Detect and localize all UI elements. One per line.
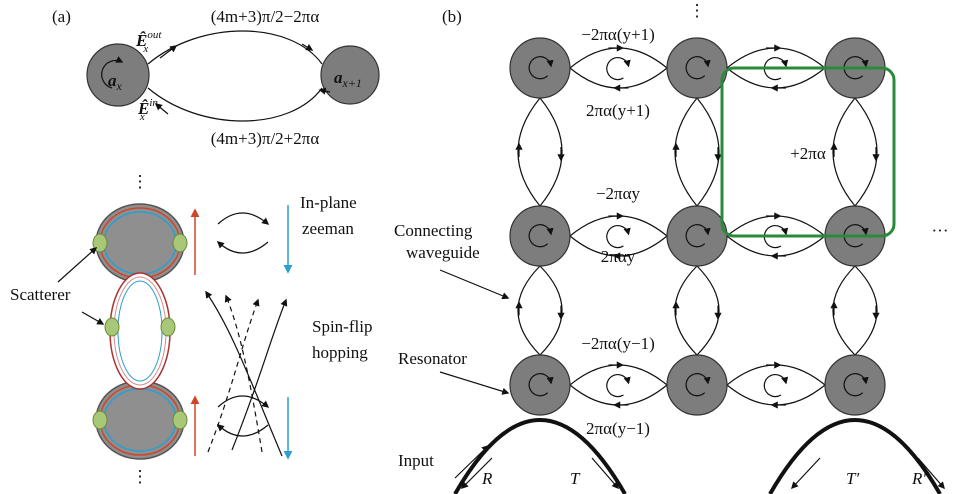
line [607,58,629,80]
resonator [510,38,570,98]
line [518,266,562,355]
line [440,270,508,298]
superscript: out [147,29,162,41]
annotation: In-plane [300,193,357,212]
line [792,458,820,488]
line [226,296,262,452]
resonator [667,355,727,415]
line [675,266,719,355]
resonator [667,206,727,266]
panel-label: (a) [52,7,71,26]
annotation: Spin-flip [312,317,372,336]
annotation: Scatterer [10,285,71,304]
coupler [110,273,170,389]
line [440,372,508,393]
line [206,292,282,456]
port-label: T [570,469,581,488]
superscript: in [149,97,158,109]
annotation: hopping [312,343,368,362]
scatterer [93,411,107,429]
phase-label: (4m+3)π/2+2πα [211,129,320,148]
line [727,365,825,405]
line [570,365,667,405]
scatterer [105,318,119,336]
line [218,213,268,224]
line [160,46,176,58]
flux-label: +2πα [790,144,826,163]
line [518,98,562,206]
subscript: x+1 [342,76,362,90]
line [218,242,268,253]
annotation: Connecting [394,221,473,240]
annotation: zeeman [302,219,354,238]
scatterer [161,318,175,336]
dots: ··· [932,221,949,240]
phase-label: 2πα(y+1) [586,101,650,120]
phase-label: 2παy [601,247,636,266]
line [82,312,103,324]
subscript: x [142,43,148,55]
ring-resonator [96,381,184,459]
subscript: x [116,79,123,93]
resonator [87,44,149,106]
figure: (a)(4m+3)π/2−2πα(4m+3)π/2+2παaxax+1Êoutx… [0,0,966,494]
annotation: Input [398,451,434,470]
line [570,48,667,88]
port-label: R′ [911,469,926,488]
line [607,375,629,397]
dots: ⋮ [689,1,706,20]
line [833,266,877,355]
phase-label: −2παy [596,184,641,203]
annotation: waveguide [406,243,480,262]
scatterer [173,234,187,252]
port-label: T′ [846,469,859,488]
subscript: x [139,111,145,123]
ring-resonator [96,204,184,282]
phase-label: −2πα(y+1) [581,25,655,44]
line [833,98,877,206]
panel-label: (b) [442,7,462,26]
line [58,248,96,282]
line [232,300,286,450]
resonator [510,355,570,415]
resonator [510,206,570,266]
phase-label: (4m+3)π/2−2πα [211,7,320,26]
phase-label: 2πα(y−1) [586,419,650,438]
line [208,300,258,452]
line [764,375,786,397]
line [218,425,268,436]
resonator [667,38,727,98]
line [607,226,629,248]
line [675,98,719,206]
line [148,88,322,121]
annotation: Resonator [398,349,467,368]
dots: ⋮ [132,467,149,486]
resonator [825,355,885,415]
scatterer [173,411,187,429]
dots: ⋮ [132,172,149,191]
port-label: R [481,469,493,488]
phase-label: −2πα(y−1) [581,334,655,353]
